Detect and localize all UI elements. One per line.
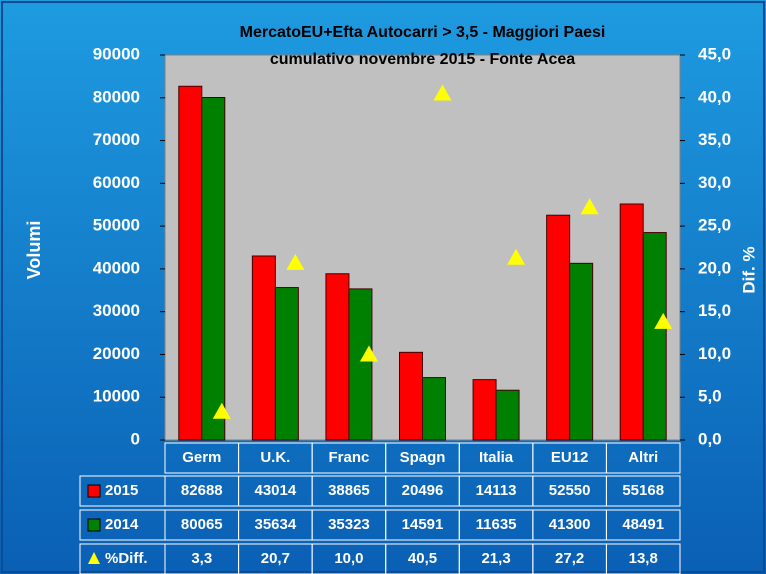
data-label: 13,8 xyxy=(629,550,658,567)
legend-key xyxy=(87,518,101,532)
data-label: 14113 xyxy=(476,482,517,499)
data-label: 35634 xyxy=(254,516,296,533)
y2-tick-label: 40,0 xyxy=(698,87,731,106)
bar xyxy=(619,203,644,441)
diff-marker xyxy=(580,198,599,215)
data-label: 11635 xyxy=(476,516,517,533)
diff-marker xyxy=(654,312,673,329)
y-tick-label: 20000 xyxy=(93,344,140,363)
bar xyxy=(546,214,571,441)
data-label: 52550 xyxy=(549,482,591,499)
bar xyxy=(472,379,497,441)
chart-title: MercatoEU+Efta Autocarri > 3,5 - Maggior… xyxy=(240,24,606,41)
x-tick-label: U.K. xyxy=(260,449,290,466)
data-label: 40,5 xyxy=(408,550,437,567)
y2-tick-label: 5,0 xyxy=(698,387,722,406)
y-tick-label: 40000 xyxy=(93,258,140,277)
chart-subtitle: cumulativo novembre 2015 - Fonte Acea xyxy=(270,51,575,68)
bar xyxy=(569,262,594,441)
y-tick-label: 0 xyxy=(131,429,140,448)
diff-marker xyxy=(212,402,231,419)
legend-label: 2015 xyxy=(105,482,138,499)
y2-tick-label: 10,0 xyxy=(698,344,731,363)
bar xyxy=(201,96,226,441)
bar xyxy=(348,288,373,441)
y2-tick-label: 20,0 xyxy=(698,258,731,277)
bar xyxy=(325,273,350,441)
y-tick-label: 80000 xyxy=(93,87,140,106)
data-label: 38865 xyxy=(328,482,370,499)
y-tick-label: 10000 xyxy=(93,387,140,406)
diff-marker xyxy=(507,248,526,265)
bar xyxy=(422,377,446,441)
y-tick-label: 50000 xyxy=(93,216,140,235)
bar xyxy=(399,351,423,441)
data-label: 21,3 xyxy=(481,550,510,567)
legend-key xyxy=(87,484,101,498)
bar xyxy=(178,85,203,441)
data-label: 3,3 xyxy=(191,550,212,567)
y-tick-label: 90000 xyxy=(93,44,140,63)
data-label: 41300 xyxy=(549,516,591,533)
y-tick-label: 30000 xyxy=(93,301,140,320)
table-cell xyxy=(605,475,681,507)
bar xyxy=(495,389,520,441)
y-tick-label: 70000 xyxy=(93,130,140,149)
data-label: 35323 xyxy=(328,516,370,533)
data-label: 10,0 xyxy=(334,550,363,567)
data-label: 20,7 xyxy=(261,550,290,567)
x-tick-label: Altri xyxy=(628,449,658,466)
data-label: 48491 xyxy=(622,516,664,533)
diff-marker xyxy=(359,345,378,362)
y2-tick-label: 25,0 xyxy=(698,216,731,235)
data-label: 14591 xyxy=(402,516,444,533)
table-cell xyxy=(605,442,681,474)
y2-tick-label: 35,0 xyxy=(698,130,731,149)
x-tick-label: EU12 xyxy=(551,449,589,466)
data-label: 55168 xyxy=(622,482,664,499)
legend-key xyxy=(88,552,100,564)
y-tick-label: 60000 xyxy=(93,173,140,192)
legend-label: %Diff. xyxy=(105,550,148,567)
y-axis-title: Volumi xyxy=(24,221,44,280)
bar xyxy=(642,232,667,441)
x-tick-label: Italia xyxy=(479,449,514,466)
diff-marker xyxy=(286,253,305,270)
data-label: 27,2 xyxy=(555,550,584,567)
y2-tick-label: 0,0 xyxy=(698,429,722,448)
y2-tick-label: 30,0 xyxy=(698,173,731,192)
legend-label: 2014 xyxy=(105,516,139,533)
y2-tick-label: 15,0 xyxy=(698,301,731,320)
data-label: 20496 xyxy=(402,482,444,499)
data-label: 43014 xyxy=(254,482,296,499)
bar xyxy=(251,255,276,441)
y2-tick-label: 45,0 xyxy=(698,44,731,63)
x-tick-label: Germ xyxy=(182,449,221,466)
y2-axis-title: Dif. % xyxy=(739,246,758,293)
data-label: 82688 xyxy=(181,482,223,499)
table-cell xyxy=(605,543,681,574)
x-tick-label: Franc xyxy=(328,449,369,466)
x-tick-label: Spagn xyxy=(400,449,446,466)
table-cell xyxy=(605,509,681,541)
diff-marker xyxy=(433,84,452,101)
bar xyxy=(274,287,299,441)
data-label: 80065 xyxy=(181,516,223,533)
